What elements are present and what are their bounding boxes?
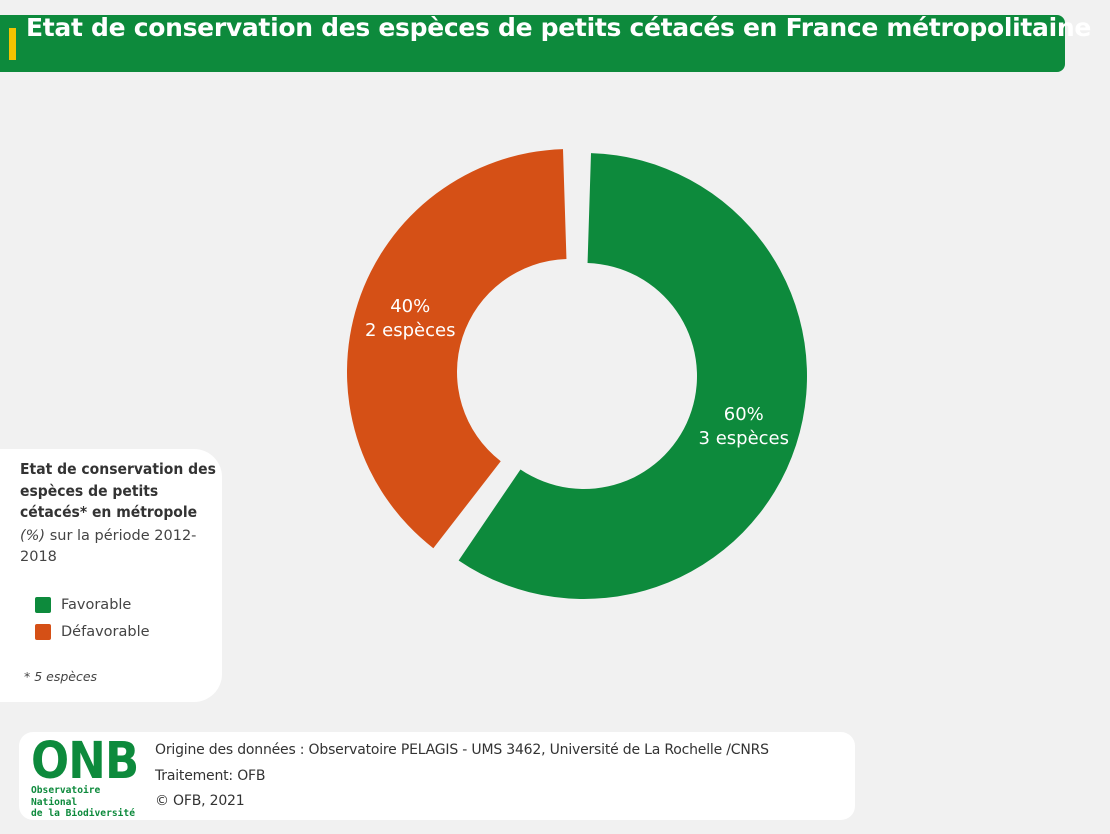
title-accent-bar xyxy=(9,28,16,60)
onb-logo-line2: de la Biodiversité xyxy=(31,808,135,819)
onb-logo: ONB xyxy=(31,732,139,791)
legend-swatch-favorable xyxy=(35,597,51,613)
footer-copyright: © OFB, 2021 xyxy=(155,793,245,809)
onb-logo-line1: Observatoire National xyxy=(31,785,101,808)
footer-source: Origine des données : Observatoire PELAG… xyxy=(155,742,769,758)
legend-item-defavorable: Défavorable xyxy=(35,622,150,642)
legend-title: Etat de conservation des espèces de peti… xyxy=(20,460,216,521)
legend-period: sur la période 2012-2018 xyxy=(20,528,197,565)
legend-label-favorable: Favorable xyxy=(61,597,132,613)
legend-item-favorable: Favorable xyxy=(35,595,131,615)
footer-panel: ONB Observatoire National de la Biodiver… xyxy=(19,732,855,820)
slice-count-label: 2 espèces xyxy=(365,320,455,341)
legend-panel: Etat de conservation des espèces de peti… xyxy=(0,449,222,702)
legend-subtitle: (%) sur la période 2012-2018 xyxy=(20,526,210,568)
donut-slice-dfavorable xyxy=(346,149,567,549)
legend-footnote: * 5 espèces xyxy=(24,669,98,684)
slice-count-label: 3 espèces xyxy=(699,428,789,449)
slice-percent-label: 40% xyxy=(390,296,430,317)
legend-swatch-defavorable xyxy=(35,624,51,640)
slice-percent-label: 60% xyxy=(724,404,764,425)
legend-label-defavorable: Défavorable xyxy=(61,624,150,640)
title-bar xyxy=(0,15,1065,72)
onb-logo-subtitle: Observatoire National de la Biodiversité xyxy=(31,785,146,820)
legend-unit: (%) xyxy=(20,528,46,544)
chart-title: Etat de conservation des espèces de peti… xyxy=(26,13,1092,42)
donut-slice-favorable xyxy=(458,153,807,599)
footer-treatment: Traitement: OFB xyxy=(155,768,266,784)
